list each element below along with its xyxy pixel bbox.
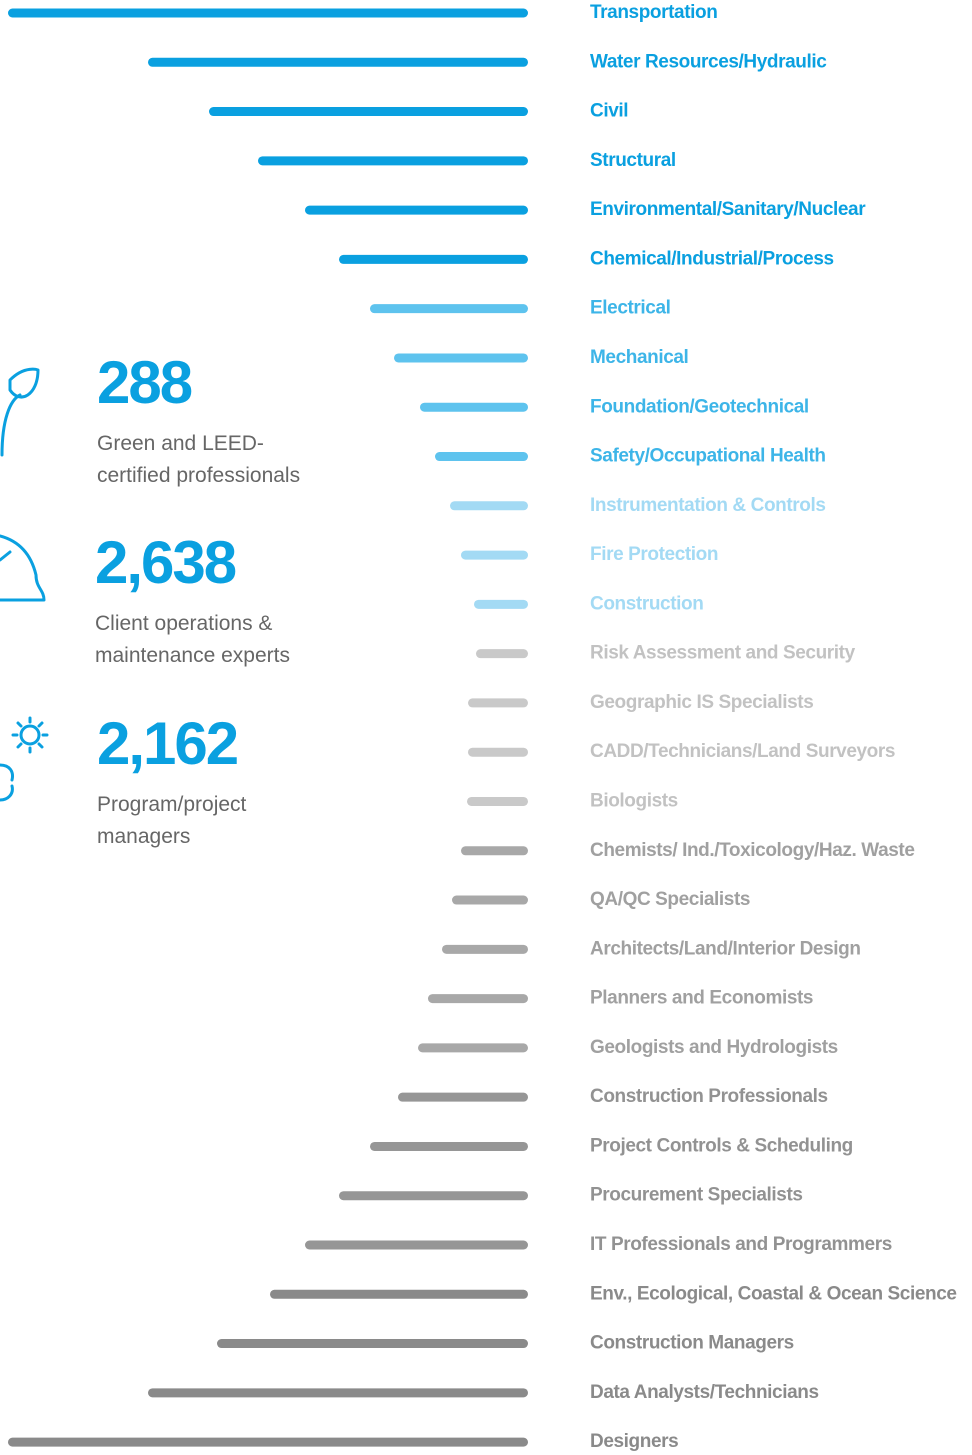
category-label: Transportation — [590, 2, 717, 23]
stat-description: maintenance experts — [95, 644, 290, 667]
bar — [305, 205, 528, 215]
bar — [435, 452, 528, 462]
stat-description: managers — [97, 825, 190, 848]
bar — [217, 1339, 528, 1349]
bar — [467, 796, 528, 806]
bar — [370, 304, 528, 314]
category-label: Architects/Land/Interior Design — [590, 938, 861, 959]
bar — [8, 8, 528, 18]
bar — [450, 501, 528, 511]
stat-description: Program/project — [97, 793, 247, 816]
category-label: QA/QC Specialists — [590, 889, 750, 910]
bar — [370, 1141, 528, 1151]
leaf-icon — [0, 367, 40, 457]
category-label: Safety/Occupational Health — [590, 446, 826, 467]
bar — [468, 698, 528, 708]
category-label: Procurement Specialists — [590, 1185, 803, 1206]
bar — [461, 846, 528, 856]
stat-number: 2,638 — [95, 529, 236, 596]
category-label: Structural — [590, 150, 676, 171]
category-label: CADD/Technicians/Land Surveyors — [590, 741, 895, 762]
bar — [476, 649, 528, 659]
category-label: Geographic IS Specialists — [590, 692, 813, 713]
bar — [339, 1191, 528, 1201]
bar — [442, 944, 528, 954]
bar — [418, 1043, 528, 1053]
category-label: Construction — [590, 593, 703, 614]
bar — [428, 994, 528, 1004]
category-label: IT Professionals and Programmers — [590, 1234, 892, 1255]
bar — [420, 402, 528, 412]
bar — [394, 353, 528, 363]
category-label: Geologists and Hydrologists — [590, 1037, 838, 1058]
bar — [339, 254, 528, 264]
category-label: Construction Professionals — [590, 1086, 828, 1107]
stat-number: 288 — [97, 349, 192, 416]
bar — [461, 550, 528, 560]
category-label: Water Resources/Hydraulic — [590, 51, 827, 72]
bar — [398, 1092, 528, 1102]
category-label: Civil — [590, 101, 628, 122]
category-label: Electrical — [590, 298, 671, 319]
category-label: Mechanical — [590, 347, 688, 368]
bar — [148, 1388, 528, 1398]
bar — [305, 1240, 528, 1250]
stat-description: Green and LEED- — [97, 432, 264, 455]
category-label: Env., Ecological, Coastal & Ocean Scienc… — [590, 1283, 957, 1304]
category-label: Instrumentation & Controls — [590, 495, 826, 516]
bar — [474, 599, 528, 609]
stat-number: 2,162 — [97, 710, 237, 777]
bar — [148, 57, 528, 67]
bell-icon — [0, 534, 46, 602]
category-label: Fire Protection — [590, 544, 718, 565]
category-label: Project Controls & Scheduling — [590, 1135, 853, 1156]
gear-icon — [0, 716, 49, 802]
category-label: Planners and Economists — [590, 988, 813, 1009]
bar — [468, 747, 528, 757]
bar — [8, 1437, 528, 1447]
category-label: Chemists/ Ind./Toxicology/Haz. Waste — [590, 840, 915, 861]
bar — [270, 1289, 528, 1299]
category-label: Foundation/Geotechnical — [590, 396, 809, 417]
stat-description: certified professionals — [97, 464, 300, 487]
bar — [209, 107, 528, 117]
category-label: Biologists — [590, 790, 678, 811]
category-label: Data Analysts/Technicians — [590, 1382, 819, 1403]
category-label: Environmental/Sanitary/Nuclear — [590, 199, 866, 220]
category-label: Risk Assessment and Security — [590, 643, 856, 664]
bar — [258, 156, 528, 166]
category-label: Designers — [590, 1431, 678, 1452]
category-label: Chemical/Industrial/Process — [590, 248, 834, 269]
category-label: Construction Managers — [590, 1333, 794, 1354]
stat-description: Client operations & — [95, 612, 272, 635]
bar — [452, 895, 528, 905]
